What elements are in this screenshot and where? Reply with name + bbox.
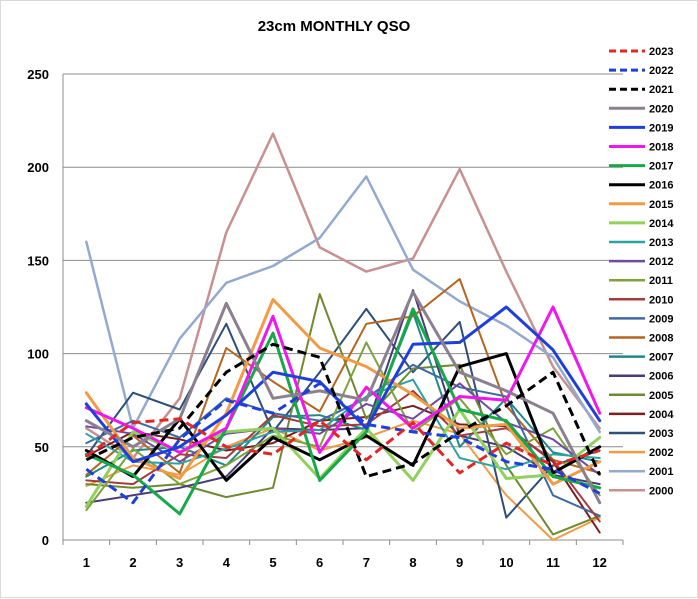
x-tick-labels: 1 2 3 4 5 6 7 8 9 10 11 12 xyxy=(83,555,607,570)
legend-label: 2015 xyxy=(649,199,673,211)
legend-label: 2000 xyxy=(649,485,673,497)
x-tick-label: 12 xyxy=(592,555,606,570)
legend-label: 2006 xyxy=(649,371,673,383)
legend-item-2018: 2018 xyxy=(609,142,673,154)
legend-label: 2013 xyxy=(649,237,673,249)
x-tick-label: 3 xyxy=(176,555,183,570)
legend-label: 2008 xyxy=(649,333,673,345)
series-lines xyxy=(84,132,602,541)
series-line-2019 xyxy=(84,305,602,464)
legend-item-2012: 2012 xyxy=(609,256,673,268)
legend-item-2011: 2011 xyxy=(609,275,673,287)
legend-label: 2004 xyxy=(649,409,674,421)
series-line-2000 xyxy=(85,132,601,460)
x-tick-label: 5 xyxy=(269,555,276,570)
x-tick-label: 2 xyxy=(129,555,136,570)
x-tick-label: 11 xyxy=(546,555,560,570)
x-tick-label: 8 xyxy=(409,555,416,570)
legend-label: 2007 xyxy=(649,352,673,364)
legend: 2023 2022 2021 2020 2019 2018 2017 2016 2015 2014… xyxy=(609,46,674,497)
legend-item-2013: 2013 xyxy=(609,237,673,249)
legend-label: 2011 xyxy=(649,275,673,287)
series-line-2009 xyxy=(85,363,601,517)
series-line-2006 xyxy=(85,289,601,504)
axes xyxy=(62,74,624,545)
legend-label: 2020 xyxy=(649,103,673,115)
legend-item-2015: 2015 xyxy=(609,199,673,211)
x-tick-label: 10 xyxy=(499,555,513,570)
legend-label: 2017 xyxy=(649,161,673,173)
legend-item-2007: 2007 xyxy=(609,352,673,364)
x-tick-label: 1 xyxy=(83,555,90,570)
legend-item-2005: 2005 xyxy=(609,390,673,402)
legend-item-2006: 2006 xyxy=(609,371,673,383)
legend-item-2001: 2001 xyxy=(609,466,673,478)
y-tick-labels: 0 50 100 150 200 250 xyxy=(27,67,49,548)
legend-item-2020: 2020 xyxy=(609,103,673,115)
legend-label: 2021 xyxy=(649,84,673,96)
legend-label: 2012 xyxy=(649,256,673,268)
series-line-2003 xyxy=(85,307,601,519)
legend-item-2016: 2016 xyxy=(609,180,673,192)
legend-item-2010: 2010 xyxy=(609,294,673,306)
legend-label: 2016 xyxy=(649,180,673,192)
legend-item-2000: 2000 xyxy=(609,485,673,497)
legend-item-2003: 2003 xyxy=(609,428,673,440)
legend-item-2021: 2021 xyxy=(609,84,673,96)
legend-label: 2003 xyxy=(649,428,673,440)
legend-label: 2019 xyxy=(649,122,673,134)
legend-label: 2001 xyxy=(649,466,673,478)
y-tick-label: 50 xyxy=(35,440,49,455)
y-tick-label: 150 xyxy=(27,253,49,268)
legend-label: 2018 xyxy=(649,142,673,154)
legend-item-2004: 2004 xyxy=(609,409,674,421)
chart-title: 23cm MONTHLY QSO xyxy=(258,18,411,35)
x-tick-label: 6 xyxy=(316,555,323,570)
legend-label: 2002 xyxy=(649,447,673,459)
legend-label: 2010 xyxy=(649,294,673,306)
legend-item-2014: 2014 xyxy=(609,218,674,230)
y-tick-label: 250 xyxy=(27,67,49,82)
legend-label: 2005 xyxy=(649,390,673,402)
series-line-2001 xyxy=(85,175,601,434)
legend-label: 2023 xyxy=(649,46,673,58)
x-tick-label: 4 xyxy=(223,555,231,570)
series-line-2013 xyxy=(85,378,601,471)
x-tick-label: 7 xyxy=(363,555,370,570)
legend-label: 2014 xyxy=(649,218,674,230)
y-tick-label: 100 xyxy=(27,347,49,362)
legend-item-2022: 2022 xyxy=(609,65,673,77)
y-tick-label: 0 xyxy=(42,533,49,548)
legend-item-2017: 2017 xyxy=(609,161,673,173)
legend-item-2023: 2023 xyxy=(609,46,673,58)
y-tick-label: 200 xyxy=(27,160,49,175)
legend-item-2019: 2019 xyxy=(609,122,673,134)
legend-label: 2022 xyxy=(649,65,673,77)
series-line-2015 xyxy=(84,298,602,486)
series-line-2002 xyxy=(85,419,601,541)
legend-label: 2009 xyxy=(649,313,673,325)
legend-item-2009: 2009 xyxy=(609,313,673,325)
series-line-2017 xyxy=(84,307,602,516)
series-line-2020 xyxy=(84,290,602,505)
x-tick-label: 9 xyxy=(456,555,463,570)
legend-item-2002: 2002 xyxy=(609,447,673,459)
legend-item-2008: 2008 xyxy=(609,333,673,345)
series-line-2021 xyxy=(85,342,602,479)
